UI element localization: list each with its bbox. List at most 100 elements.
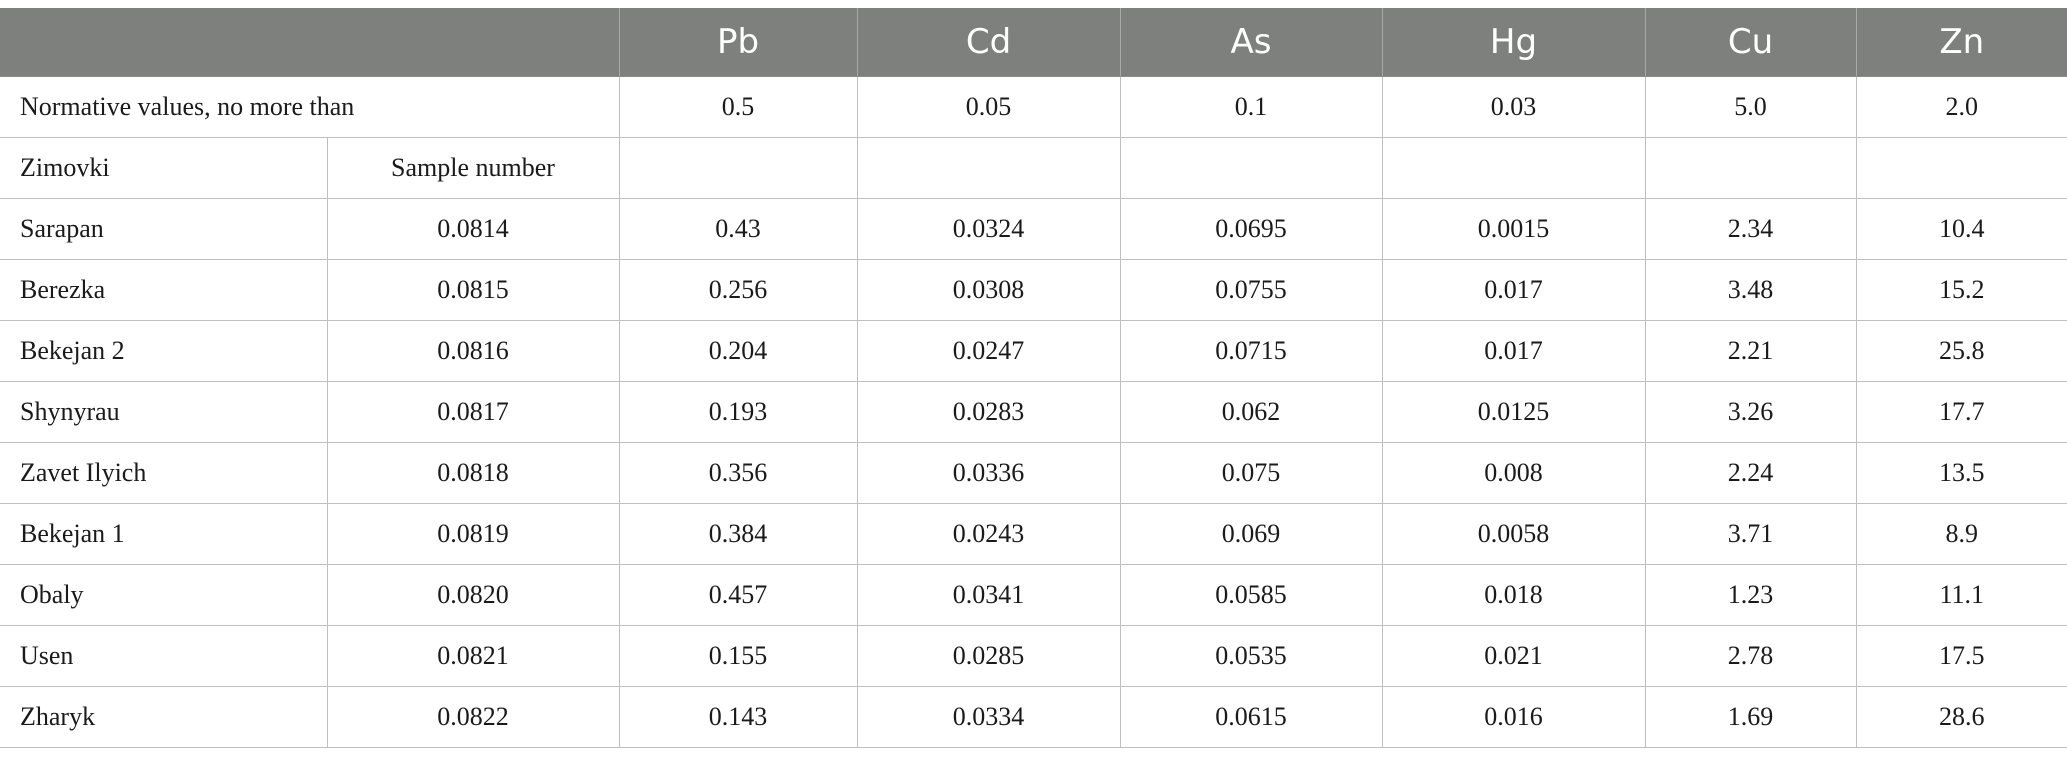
header-cell-cu: Cu: [1644, 8, 1856, 77]
header-cell-cd: Cd: [856, 8, 1120, 77]
cell-place: Zavet Ilyich: [0, 442, 328, 504]
cell-value-as: 0.075: [1119, 442, 1383, 504]
normative-value-pb: 0.5: [618, 76, 858, 138]
cell-value-cd: 0.0336: [856, 442, 1121, 504]
header-cell-zn: Zn: [1855, 8, 2067, 77]
cell-sample-number: 0.0814: [326, 198, 620, 260]
cell-value-cd: 0.0283: [856, 381, 1121, 443]
header-row: Pb Cd As Hg Cu Zn: [0, 8, 2067, 77]
cell-value-pb: 0.193: [618, 381, 858, 443]
subheader-empty-cell: [1644, 137, 1857, 199]
cell-value-pb: 0.155: [618, 625, 858, 687]
cell-value-cu: 1.69: [1644, 686, 1857, 748]
cell-value-pb: 0.143: [618, 686, 858, 748]
cell-value-as: 0.0755: [1119, 259, 1383, 321]
cell-value-zn: 13.5: [1855, 442, 2067, 504]
subheader-sample-label: Sample number: [326, 137, 620, 199]
cell-value-cd: 0.0334: [856, 686, 1121, 748]
subheader-empty-cell: [1855, 137, 2067, 199]
cell-sample-number: 0.0820: [326, 564, 620, 626]
cell-value-hg: 0.017: [1381, 320, 1646, 382]
subheader-empty-cell: [618, 137, 858, 199]
subheader-empty-cell: [1119, 137, 1383, 199]
cell-value-zn: 25.8: [1855, 320, 2067, 382]
cell-value-hg: 0.018: [1381, 564, 1646, 626]
cell-sample-number: 0.0816: [326, 320, 620, 382]
cell-value-pb: 0.384: [618, 503, 858, 565]
cell-place: Zharyk: [0, 686, 328, 748]
header-cell-blank: [0, 8, 619, 77]
data-rows: Sarapan 0.0814 0.43 0.0324 0.0695 0.0015 2.34 1…: [0, 198, 2067, 748]
normative-value-zn: 2.0: [1855, 76, 2067, 138]
cell-value-as: 0.062: [1119, 381, 1383, 443]
cell-place: Shynyrau: [0, 381, 328, 443]
cell-place: Berezka: [0, 259, 328, 321]
normative-row: Normative values, no more than 0.5 0.05 …: [0, 76, 2067, 138]
cell-place: Bekejan 1: [0, 503, 328, 565]
subheader-empty-cell: [856, 137, 1121, 199]
cell-value-zn: 17.7: [1855, 381, 2067, 443]
subheader-row: Zimovki Sample number: [0, 137, 2067, 199]
cell-value-cd: 0.0285: [856, 625, 1121, 687]
normative-value-as: 0.1: [1119, 76, 1383, 138]
table-row: Shynyrau 0.0817 0.193 0.0283 0.062 0.0125 3.26…: [0, 381, 2067, 443]
cell-value-as: 0.0715: [1119, 320, 1383, 382]
cell-value-pb: 0.356: [618, 442, 858, 504]
cell-value-cu: 2.78: [1644, 625, 1857, 687]
cell-value-hg: 0.016: [1381, 686, 1646, 748]
cell-value-cu: 2.34: [1644, 198, 1857, 260]
table-row: Bekejan 1 0.0819 0.384 0.0243 0.069 0.0058 3.7…: [0, 503, 2067, 565]
table-row: Obaly 0.0820 0.457 0.0341 0.0585 0.018 1.23 11.…: [0, 564, 2067, 626]
cell-value-hg: 0.017: [1381, 259, 1646, 321]
table-row: Usen 0.0821 0.155 0.0285 0.0535 0.021 2.78 17.5: [0, 625, 2067, 687]
cell-value-cu: 3.71: [1644, 503, 1857, 565]
cell-value-pb: 0.43: [618, 198, 858, 260]
cell-sample-number: 0.0817: [326, 381, 620, 443]
cell-place: Sarapan: [0, 198, 328, 260]
table-header: Pb Cd As Hg Cu Zn: [0, 8, 2067, 77]
header-cell-pb: Pb: [618, 8, 857, 77]
cell-value-as: 0.0615: [1119, 686, 1383, 748]
normative-value-hg: 0.03: [1381, 76, 1646, 138]
heavy-metals-table: Pb Cd As Hg Cu Zn Normative values, no m…: [0, 8, 2067, 748]
normative-label: Normative values, no more than: [0, 76, 620, 138]
cell-value-hg: 0.0125: [1381, 381, 1646, 443]
cell-value-zn: 11.1: [1855, 564, 2067, 626]
heavy-metals-table-container: Pb Cd As Hg Cu Zn Normative values, no m…: [0, 8, 2067, 748]
cell-value-zn: 10.4: [1855, 198, 2067, 260]
cell-value-as: 0.0695: [1119, 198, 1383, 260]
cell-value-zn: 15.2: [1855, 259, 2067, 321]
cell-sample-number: 0.0822: [326, 686, 620, 748]
cell-value-hg: 0.0058: [1381, 503, 1646, 565]
subheader-empty-cell: [1381, 137, 1646, 199]
cell-value-hg: 0.0015: [1381, 198, 1646, 260]
cell-sample-number: 0.0819: [326, 503, 620, 565]
normative-value-cu: 5.0: [1644, 76, 1857, 138]
cell-value-cd: 0.0308: [856, 259, 1121, 321]
cell-value-as: 0.0585: [1119, 564, 1383, 626]
cell-value-cu: 3.48: [1644, 259, 1857, 321]
table-body: Normative values, no more than 0.5 0.05 …: [0, 76, 2067, 199]
cell-value-pb: 0.204: [618, 320, 858, 382]
cell-value-as: 0.069: [1119, 503, 1383, 565]
cell-place: Usen: [0, 625, 328, 687]
header-cell-hg: Hg: [1381, 8, 1645, 77]
cell-sample-number: 0.0815: [326, 259, 620, 321]
cell-value-cd: 0.0247: [856, 320, 1121, 382]
cell-value-cd: 0.0243: [856, 503, 1121, 565]
cell-value-cu: 2.21: [1644, 320, 1857, 382]
cell-value-hg: 0.021: [1381, 625, 1646, 687]
cell-value-hg: 0.008: [1381, 442, 1646, 504]
cell-place: Bekejan 2: [0, 320, 328, 382]
cell-value-cu: 1.23: [1644, 564, 1857, 626]
cell-value-cu: 3.26: [1644, 381, 1857, 443]
cell-value-zn: 8.9: [1855, 503, 2067, 565]
table-row: Zharyk 0.0822 0.143 0.0334 0.0615 0.016 1.69 28…: [0, 686, 2067, 748]
cell-place: Obaly: [0, 564, 328, 626]
cell-value-pb: 0.457: [618, 564, 858, 626]
table-row: Zavet Ilyich 0.0818 0.356 0.0336 0.075 0.008 2…: [0, 442, 2067, 504]
cell-value-cd: 0.0324: [856, 198, 1121, 260]
cell-value-zn: 28.6: [1855, 686, 2067, 748]
table-row: Sarapan 0.0814 0.43 0.0324 0.0695 0.0015 2.34 1…: [0, 198, 2067, 260]
cell-sample-number: 0.0821: [326, 625, 620, 687]
